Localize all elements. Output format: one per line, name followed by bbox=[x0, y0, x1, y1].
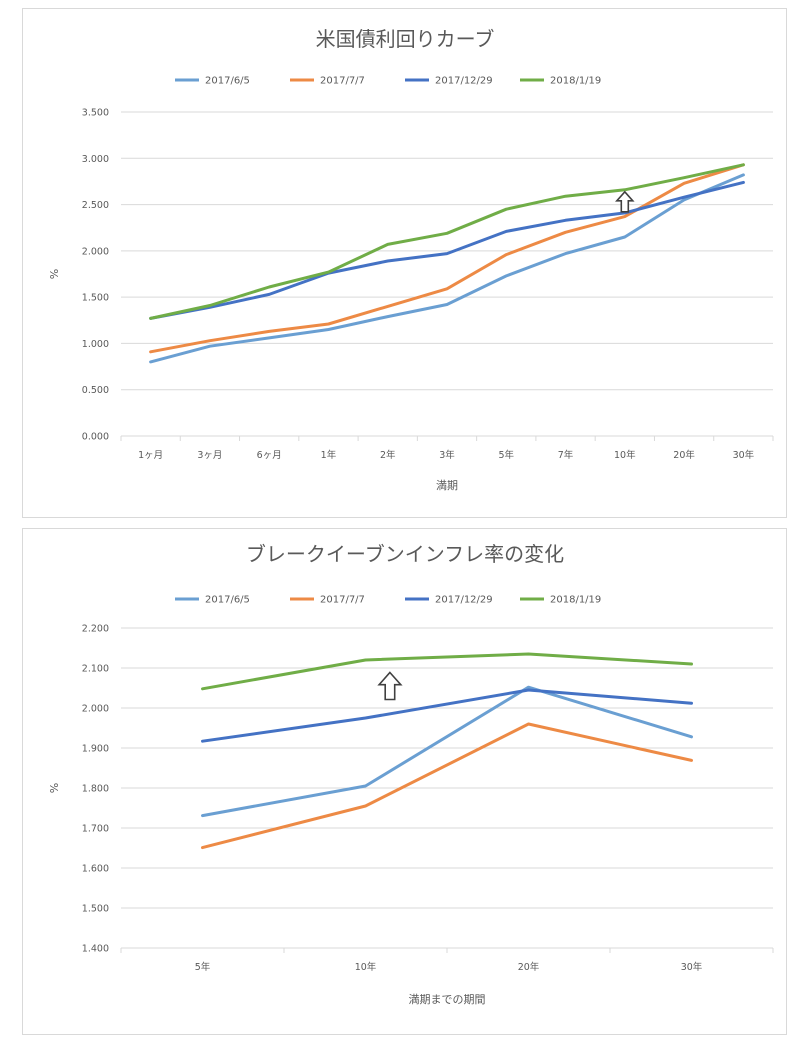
yield-y-tick-label: 0.500 bbox=[82, 385, 109, 396]
yield-title: 米国債利回りカーブ bbox=[316, 27, 495, 51]
yield-x-tick-label: 10年 bbox=[614, 449, 636, 461]
yield-x-tick-label: 3年 bbox=[439, 449, 455, 461]
bei-x-tick-label: 30年 bbox=[681, 961, 703, 973]
yield-y-tick-label: 1.000 bbox=[82, 339, 109, 350]
yield-series-line bbox=[149, 163, 745, 354]
bei-title: ブレークイーブンインフレ率の変化 bbox=[246, 542, 564, 566]
yield-x-tick-label: 7年 bbox=[558, 449, 574, 461]
bei-legend-label: 2017/6/5 bbox=[205, 595, 250, 606]
yield-up-arrow-icon bbox=[615, 190, 635, 213]
bei-y-tick-label: 1.500 bbox=[82, 904, 109, 915]
yield-legend-label: 2018/1/19 bbox=[550, 76, 601, 87]
yield-x-tick-label: 2年 bbox=[380, 449, 396, 461]
yield-legend-label: 2017/6/5 bbox=[205, 76, 250, 87]
yield-series-line bbox=[149, 180, 745, 320]
yield-y-tick-label: 2.500 bbox=[82, 200, 109, 211]
bei-legend-label: 2018/1/19 bbox=[550, 595, 601, 606]
yield-curve-chart-svg: 米国債利回りカーブ 2017/6/5 2017/7/7 2017/12/29 2018/… bbox=[48, 27, 774, 492]
bei-legend-label: 2017/12/29 bbox=[435, 595, 493, 606]
bei-y-tick-label: 2.200 bbox=[82, 624, 109, 635]
yield-series-line bbox=[149, 163, 745, 320]
bei-y-tick-label: 1.800 bbox=[82, 784, 109, 795]
yield-y-tick-label: 0.000 bbox=[82, 432, 109, 443]
bei-y-tick-label: 1.400 bbox=[82, 944, 109, 955]
bei-series-line bbox=[201, 688, 693, 743]
yield-x-tick-label: 30年 bbox=[733, 449, 755, 461]
yield-x-tick-label: 1年 bbox=[321, 449, 337, 461]
yield-y-tick-label: 2.000 bbox=[82, 246, 109, 257]
bei-x-tick-label: 20年 bbox=[518, 961, 540, 973]
yield-x-tick-label: 1ヶ月 bbox=[138, 450, 163, 461]
yield-y-tick-label: 1.500 bbox=[82, 293, 109, 304]
yield-series-line bbox=[149, 173, 745, 364]
bei-series-line bbox=[201, 722, 693, 850]
yield-x-tick-label: 6ヶ月 bbox=[257, 450, 282, 461]
yield-y-axis-label: % bbox=[48, 269, 61, 279]
bei-y-tick-label: 1.600 bbox=[82, 864, 109, 875]
bei-x-axis-label: 満期までの期間 bbox=[409, 993, 486, 1006]
yield-y-tick-label: 3.000 bbox=[82, 154, 109, 165]
bei-y-tick-label: 1.900 bbox=[82, 744, 109, 755]
breakeven-inflation-chart-svg: ブレークイーブンインフレ率の変化 2017/6/5 2017/7/7 2017/12/… bbox=[48, 542, 774, 1006]
yield-x-tick-label: 5年 bbox=[498, 449, 514, 461]
bei-series-line bbox=[201, 685, 693, 818]
bei-y-tick-label: 2.000 bbox=[82, 704, 109, 715]
yield-curve-chart: 米国債利回りカーブ 2017/6/5 2017/7/7 2017/12/29 2018/… bbox=[22, 8, 787, 518]
bei-y-axis-label: % bbox=[48, 783, 61, 793]
bei-y-tick-label: 2.100 bbox=[82, 664, 109, 675]
yield-x-axis-label: 満期 bbox=[436, 479, 458, 492]
yield-x-tick-label: 3ヶ月 bbox=[197, 450, 222, 461]
bei-y-tick-label: 1.700 bbox=[82, 824, 109, 835]
bei-x-tick-label: 10年 bbox=[355, 961, 377, 973]
yield-y-tick-label: 3.500 bbox=[82, 108, 109, 119]
yield-x-tick-label: 20年 bbox=[673, 449, 695, 461]
bei-legend-label: 2017/7/7 bbox=[320, 595, 365, 606]
bei-up-arrow-icon bbox=[377, 671, 403, 701]
yield-legend-label: 2017/7/7 bbox=[320, 76, 365, 87]
breakeven-inflation-chart: ブレークイーブンインフレ率の変化 2017/6/5 2017/7/7 2017/12/… bbox=[22, 528, 787, 1035]
bei-series-line bbox=[201, 652, 693, 691]
yield-legend-label: 2017/12/29 bbox=[435, 76, 493, 87]
bei-x-tick-label: 5年 bbox=[195, 961, 211, 973]
